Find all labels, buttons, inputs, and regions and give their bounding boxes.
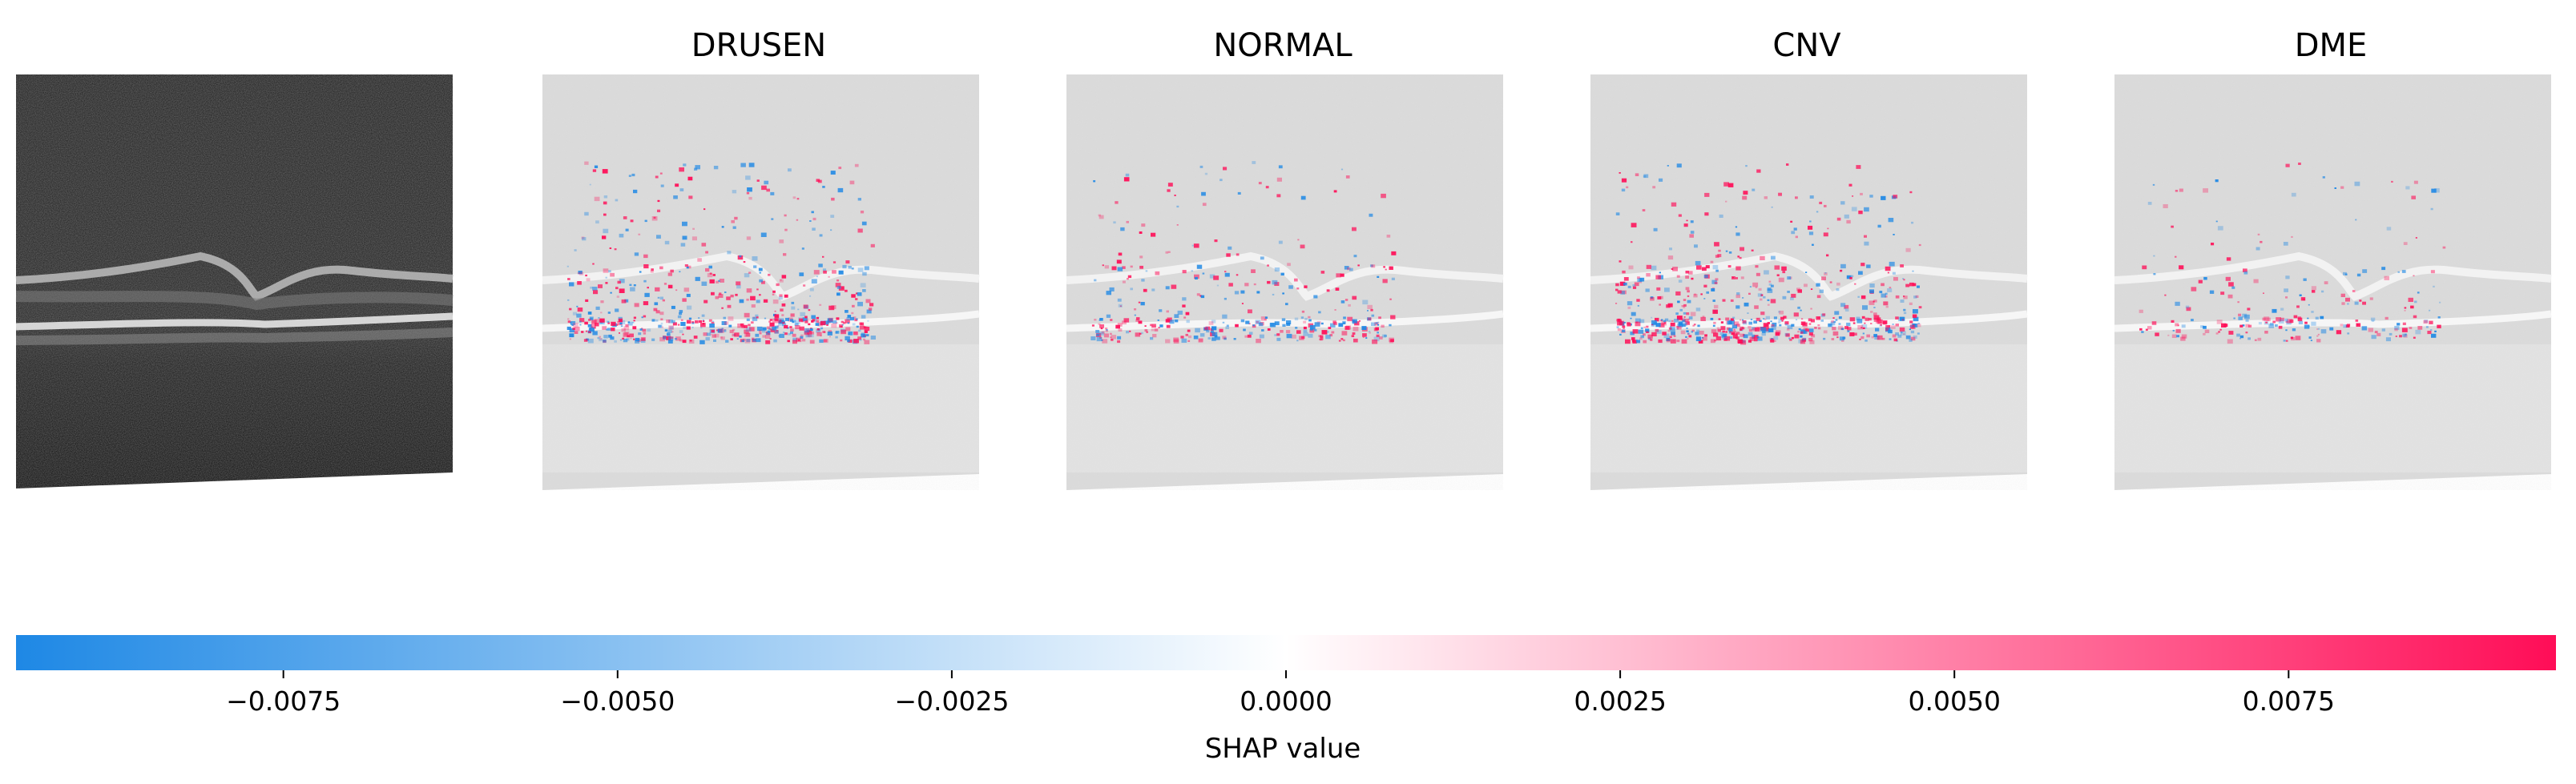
colorbar-ticks: −0.0075 −0.0050 −0.0025 0.0000 0.0025 0.0050 0…: [226, 670, 2335, 717]
colorbar-tick-label: −0.0075: [226, 685, 341, 717]
colorbar-tick-label: −0.0025: [894, 685, 1009, 717]
panel-title-dme: DME: [2295, 27, 2368, 64]
colorbar-gradient: [16, 635, 2556, 670]
colorbar-tick-label: 0.0000: [1240, 685, 1332, 717]
shap-panel-cnv: [1590, 74, 2028, 490]
shap-panel-drusen: [542, 74, 980, 490]
shap-panels: [542, 74, 2552, 490]
colorbar-tick-label: 0.0075: [2243, 685, 2335, 717]
input-oct-image: [15, 74, 454, 488]
panel-title-cnv: CNV: [1772, 27, 1841, 64]
colorbar-tick-label: 0.0050: [1908, 685, 2000, 717]
colorbar-tick-label: 0.0025: [1574, 685, 1666, 717]
panel-title-normal: NORMAL: [1213, 27, 1353, 64]
colorbar-label: SHAP value: [1205, 733, 1361, 765]
colorbar: −0.0075 −0.0050 −0.0025 0.0000 0.0025 0.0050 0…: [16, 635, 2556, 765]
shap-panel-normal: [1066, 74, 1504, 490]
colorbar-tick-label: −0.0050: [560, 685, 675, 717]
panel-title-drusen: DRUSEN: [691, 27, 826, 64]
shap-panel-dme: [2114, 74, 2552, 490]
